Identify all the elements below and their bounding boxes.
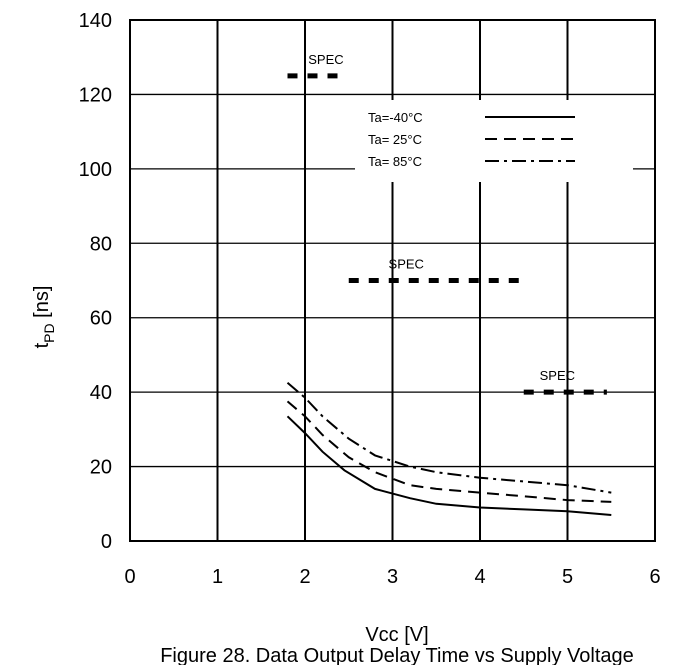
- spec-label-2: SPEC: [389, 257, 424, 272]
- x-tick-label: 3: [387, 566, 398, 588]
- y-tick-label: 20: [90, 457, 112, 479]
- legend-box: [355, 100, 633, 182]
- plot-border: [129, 19, 656, 542]
- x-tick-label: 0: [124, 566, 135, 588]
- y-tick-label: 60: [90, 308, 112, 330]
- y-axis-label: tPD [ns]: [31, 286, 57, 349]
- y-tick-label: 40: [90, 382, 112, 404]
- series-lines: [286, 382, 612, 516]
- y-tick-label: 0: [101, 531, 112, 553]
- legend-label-3: Ta= 85°C: [368, 154, 422, 169]
- x-tick-label: 6: [649, 566, 660, 588]
- figure-caption: Figure 28. Data Output Delay Time vs Sup…: [160, 645, 634, 665]
- x-tick-label: 1: [212, 566, 223, 588]
- series-line-1: [286, 415, 612, 516]
- x-axis-label: Vcc [V]: [365, 624, 428, 646]
- x-tick-label: 5: [562, 566, 573, 588]
- spec-label-3: SPEC: [540, 368, 575, 383]
- legend-label-2: Ta= 25°C: [368, 132, 422, 147]
- legend-background: [355, 100, 633, 182]
- y-axis-label-sub: PD: [41, 323, 57, 342]
- y-axis-label-unit: [ns]: [31, 286, 53, 324]
- y-axis-label-main: t: [31, 342, 53, 348]
- series-line-2: [286, 400, 612, 503]
- y-tick-label: 140: [79, 10, 112, 32]
- legend: Ta=-40°C Ta= 25°C Ta= 85°C: [368, 110, 575, 169]
- x-tick-label: 4: [474, 566, 485, 588]
- spec-lines: SPEC SPEC SPEC: [287, 52, 607, 395]
- y-tick-label: 120: [79, 84, 112, 106]
- y-tick-label: 80: [90, 233, 112, 255]
- series-line-3: [286, 382, 612, 494]
- legend-label-1: Ta=-40°C: [368, 110, 423, 125]
- y-tick-label: 100: [79, 159, 112, 181]
- spec-label-1: SPEC: [308, 52, 343, 67]
- x-tick-label: 2: [299, 566, 310, 588]
- plot-frame: [129, 19, 656, 542]
